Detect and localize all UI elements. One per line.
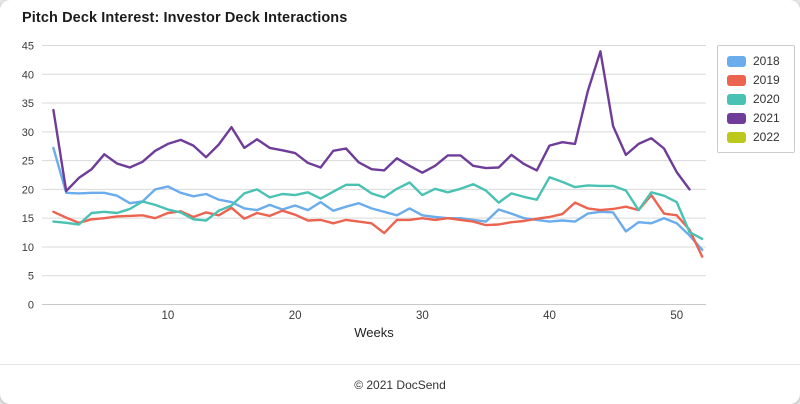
footer: © 2021 DocSend	[0, 364, 800, 404]
legend-swatch-2019	[727, 74, 746, 86]
legend-item-2020[interactable]: 2020	[727, 92, 785, 106]
legend-item-2021[interactable]: 2021	[727, 111, 785, 125]
x-axis-labels: 10 20 30 40 50	[162, 310, 684, 322]
legend-swatch-2022	[727, 131, 746, 143]
x-tick-label-10: 10	[162, 310, 175, 322]
y-gridlines	[42, 45, 706, 305]
legend-swatch-2021	[727, 112, 746, 124]
x-tick-label-40: 40	[543, 310, 556, 322]
y-axis-labels: 0 5 10 15 20 25 30 35 40 45	[22, 41, 34, 312]
legend-label-2020: 2020	[753, 92, 780, 106]
y-tick-label-30: 30	[22, 127, 34, 139]
x-axis-title: Weeks	[354, 325, 394, 340]
legend-item-2019[interactable]: 2019	[727, 73, 785, 87]
y-tick-label-35: 35	[22, 98, 34, 110]
series-line-2020	[52, 176, 704, 241]
legend-label-2019: 2019	[753, 73, 780, 87]
y-tick-label-10: 10	[22, 242, 34, 254]
chart-title: Pitch Deck Interest: Investor Deck Inter…	[22, 10, 348, 26]
legend-item-2018[interactable]: 2018	[727, 54, 785, 68]
series-line-2018	[52, 146, 704, 252]
x-tick-label-30: 30	[416, 310, 429, 322]
line-chart: 0 5 10 15 20 25 30 35 40 45 10 20 30 40 50 Weeks	[22, 41, 706, 340]
series-line-2021	[52, 50, 691, 193]
x-tick-label-50: 50	[670, 310, 683, 322]
y-tick-label-45: 45	[22, 41, 34, 53]
series-lines	[52, 50, 704, 258]
footer-text: © 2021 DocSend	[354, 377, 446, 392]
y-tick-label-40: 40	[22, 69, 34, 81]
legend-swatch-2020	[727, 93, 746, 105]
legend-item-2022[interactable]: 2022	[727, 130, 785, 144]
y-tick-label-5: 5	[28, 271, 34, 283]
legend: 2018 2019 2020 2021 2022	[717, 45, 795, 153]
legend-label-2018: 2018	[753, 54, 780, 68]
legend-label-2021: 2021	[753, 111, 780, 125]
legend-label-2022: 2022	[753, 130, 780, 144]
y-tick-label-25: 25	[22, 156, 34, 168]
series-line-2019	[52, 193, 704, 258]
y-tick-label-0: 0	[28, 300, 34, 312]
legend-swatch-2018	[727, 55, 746, 67]
y-tick-label-15: 15	[22, 213, 34, 225]
y-tick-label-20: 20	[22, 184, 34, 196]
x-tick-label-20: 20	[289, 310, 302, 322]
